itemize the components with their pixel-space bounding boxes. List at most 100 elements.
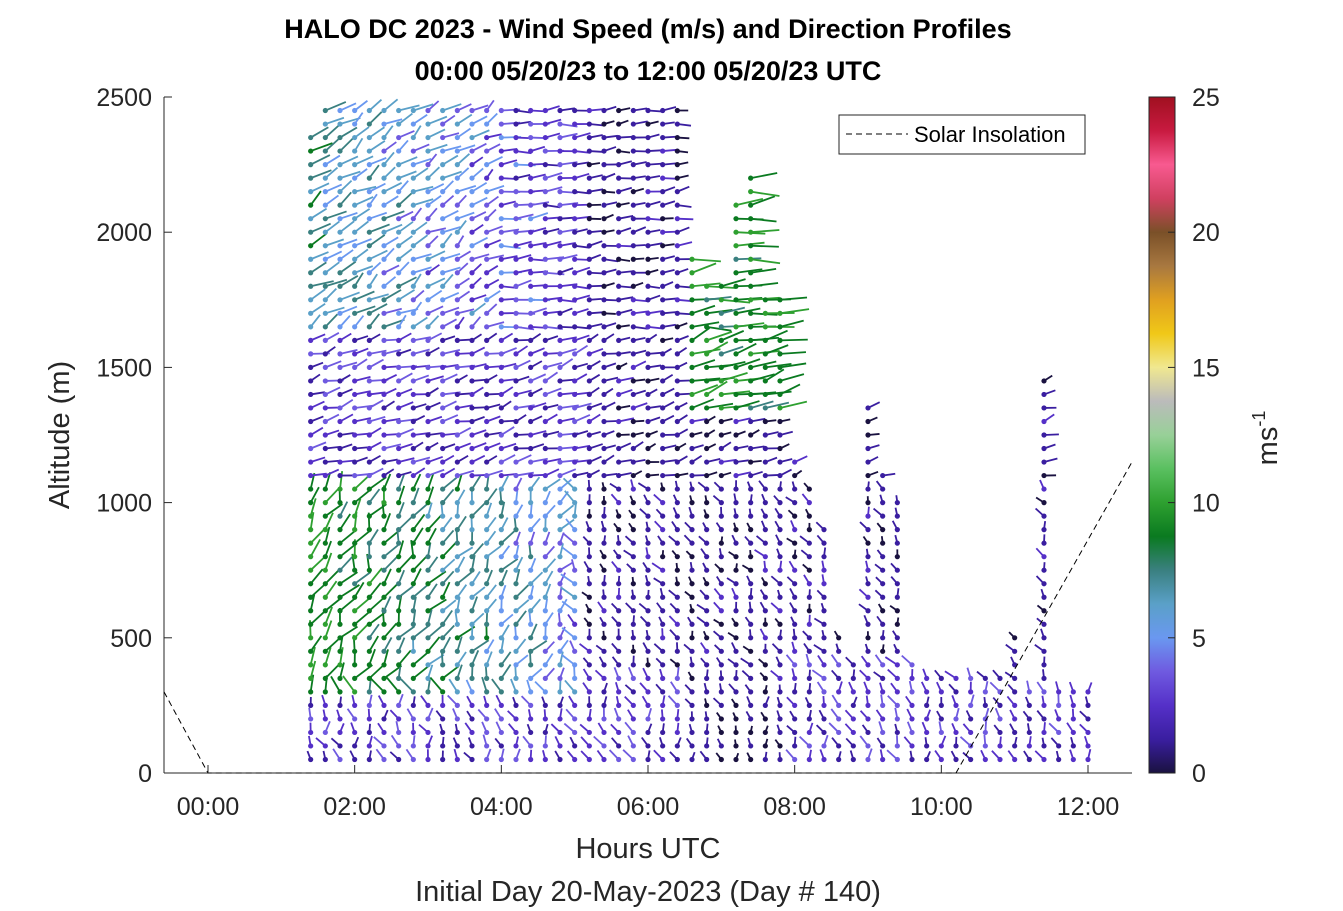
wind-barb-dot: [630, 162, 636, 168]
wind-barb-dot: [806, 608, 812, 614]
wind-barb-dot: [762, 418, 768, 425]
wind-barb-dot: [308, 270, 314, 276]
wind-barb-dot: [469, 256, 475, 262]
wind-barb-dot: [733, 608, 739, 614]
wind-barb-dot: [366, 283, 372, 289]
wind-barb-dot: [660, 243, 666, 249]
wind-barb-dot: [366, 270, 372, 276]
wind-barb-dot: [381, 581, 387, 587]
wind-barb-dot: [894, 500, 900, 506]
wind-barb-dot: [425, 472, 431, 479]
wind-barb-dot: [806, 567, 812, 573]
wind-barb-dot: [894, 716, 900, 722]
wind-barb-dot: [528, 675, 534, 681]
wind-barb-dot: [425, 567, 431, 573]
wind-barb-dot: [880, 662, 886, 668]
wind-barb-dot: [381, 608, 387, 614]
wind-barb-dot: [322, 148, 328, 154]
wind-barb-dot: [586, 405, 592, 411]
wind-barb-dot: [454, 445, 460, 452]
wind-barb-dot: [454, 554, 460, 560]
wind-barb-dot: [396, 189, 402, 195]
wind-barb-dot: [674, 756, 680, 763]
wind-barb-dot: [601, 635, 607, 641]
wind-barb-stem: [324, 313, 339, 328]
wind-barb-dot: [557, 351, 563, 357]
wind-barb-dot: [542, 378, 548, 384]
wind-barb-stem: [368, 582, 382, 598]
wind-barb-stem: [324, 288, 337, 301]
wind-barb-dot: [616, 513, 622, 519]
wind-barb-dot: [616, 486, 622, 492]
wind-barb-dot: [674, 162, 680, 168]
wind-barb-dot: [586, 594, 592, 600]
wind-barb-dot: [674, 743, 680, 749]
wind-barb-dot: [352, 729, 358, 736]
wind-barb-dot: [528, 243, 534, 249]
wind-barb-dot: [352, 270, 358, 276]
wind-barb-dot: [396, 256, 402, 262]
wind-barb-stem: [383, 513, 392, 530]
wind-barb-dot: [733, 675, 739, 681]
wind-barb-dot: [821, 635, 827, 641]
wind-barb-dot: [322, 621, 328, 627]
wind-barb-dot: [528, 378, 534, 384]
wind-barb-dot: [542, 405, 548, 411]
wind-barb-stem: [398, 516, 413, 531]
wind-barb-dot: [836, 716, 842, 722]
wind-barb-dot: [381, 567, 387, 573]
wind-barb-dot: [865, 405, 871, 411]
wind-barb-dot: [718, 337, 724, 343]
wind-barb-dot: [440, 364, 446, 370]
wind-barb-dot: [513, 121, 519, 127]
wind-barb-dot: [454, 540, 460, 546]
wind-barb-dot: [425, 121, 431, 127]
wind-barb-dot: [689, 418, 695, 425]
wind-barb-dot: [366, 472, 372, 479]
wind-barb-dot: [322, 310, 328, 316]
wind-barb-dot: [1026, 689, 1032, 695]
wind-barb-stem: [413, 253, 432, 261]
wind-barb-stem: [530, 402, 547, 409]
wind-barb-dot: [425, 283, 431, 289]
wind-barb-dot: [322, 337, 328, 343]
wind-barb-dot: [616, 445, 622, 452]
wind-barb-dot: [572, 107, 578, 114]
wind-barb-dot: [366, 189, 372, 195]
wind-barb-dot: [484, 297, 490, 303]
wind-barb-dot: [352, 364, 358, 370]
wind-barb-dot: [821, 567, 827, 573]
wind-barb-dot: [572, 216, 578, 222]
wind-barb-dot: [498, 270, 504, 276]
wind-barb-dot: [513, 716, 519, 722]
wind-barb-stem: [368, 140, 386, 152]
wind-barb-dot: [704, 621, 710, 627]
wind-barb-dot: [528, 635, 534, 641]
wind-barb-dot: [454, 310, 460, 316]
wind-barb-stem: [530, 571, 544, 585]
wind-barb-dot: [792, 527, 798, 533]
wind-barb-dot: [660, 310, 666, 316]
wind-barb-dot: [762, 675, 768, 681]
wind-barb-dot: [513, 729, 519, 736]
wind-barb-stem: [353, 498, 362, 517]
wind-barb-dot: [572, 337, 578, 343]
wind-barb-dot: [425, 432, 431, 438]
wind-barb-dot: [601, 594, 607, 600]
wind-barb-dot: [542, 202, 548, 208]
wind-barb-stem: [368, 476, 387, 490]
wind-barb-dot: [704, 675, 710, 681]
wind-barb-stem: [441, 488, 455, 504]
wind-barb-stem: [456, 546, 474, 558]
wind-barb-dot: [440, 472, 446, 479]
wind-barb-dot: [440, 418, 446, 425]
wind-barb-dot: [704, 648, 710, 654]
wind-barb-dot: [308, 216, 314, 222]
wind-barb-dot: [997, 675, 1003, 681]
wind-barb-dot: [513, 256, 519, 262]
wind-barb-dot: [689, 729, 695, 736]
wind-barb-dot: [557, 405, 563, 411]
wind-barb-dot: [806, 648, 812, 654]
wind-barb-dot: [572, 391, 578, 398]
wind-barb-stem: [339, 260, 357, 274]
